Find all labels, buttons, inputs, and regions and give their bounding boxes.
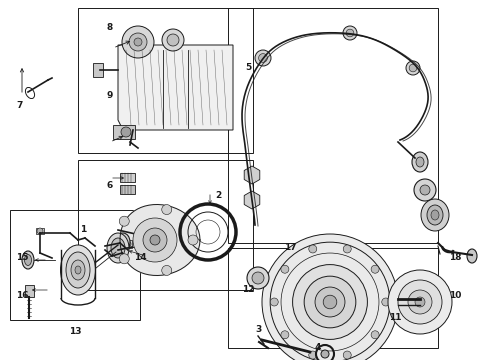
- Ellipse shape: [411, 152, 427, 172]
- Circle shape: [381, 298, 389, 306]
- Ellipse shape: [430, 210, 438, 220]
- Ellipse shape: [22, 251, 34, 269]
- Circle shape: [119, 216, 129, 226]
- Circle shape: [162, 204, 171, 215]
- Circle shape: [408, 64, 416, 72]
- Text: 5: 5: [244, 63, 251, 72]
- Circle shape: [419, 185, 429, 195]
- Circle shape: [370, 265, 378, 273]
- Ellipse shape: [111, 238, 125, 258]
- Text: 6: 6: [107, 180, 113, 189]
- Text: 8: 8: [107, 23, 113, 32]
- Text: 10: 10: [448, 291, 460, 300]
- Circle shape: [133, 218, 177, 262]
- Circle shape: [292, 265, 366, 339]
- Circle shape: [414, 297, 424, 307]
- Circle shape: [308, 245, 316, 253]
- Circle shape: [342, 26, 356, 40]
- Circle shape: [150, 235, 160, 245]
- Text: 11: 11: [388, 314, 401, 323]
- Circle shape: [129, 33, 147, 51]
- Circle shape: [343, 245, 350, 253]
- Text: 18: 18: [448, 253, 460, 262]
- Circle shape: [167, 34, 179, 46]
- Ellipse shape: [75, 266, 81, 274]
- Ellipse shape: [415, 157, 423, 167]
- Bar: [93, 63, 103, 77]
- Bar: [227, 8, 437, 243]
- Circle shape: [162, 29, 183, 51]
- Circle shape: [37, 228, 43, 234]
- Text: 4: 4: [314, 343, 321, 352]
- Bar: [25, 285, 34, 297]
- Circle shape: [387, 270, 451, 334]
- Circle shape: [407, 290, 431, 314]
- Circle shape: [162, 265, 171, 275]
- Bar: [120, 173, 135, 182]
- Bar: [227, 248, 437, 348]
- Ellipse shape: [61, 245, 95, 295]
- Circle shape: [370, 331, 378, 339]
- Ellipse shape: [107, 233, 129, 263]
- Circle shape: [134, 38, 142, 46]
- Circle shape: [413, 179, 435, 201]
- Text: 13: 13: [69, 328, 81, 337]
- Bar: [36, 228, 44, 234]
- Text: 14: 14: [133, 253, 146, 262]
- Bar: [78, 8, 252, 153]
- Text: 15: 15: [16, 253, 28, 262]
- Circle shape: [405, 61, 419, 75]
- Circle shape: [122, 26, 154, 58]
- Circle shape: [187, 235, 198, 245]
- Ellipse shape: [24, 255, 31, 266]
- Text: 9: 9: [106, 90, 113, 99]
- Bar: [120, 185, 135, 194]
- Bar: [10, 210, 140, 320]
- Circle shape: [323, 295, 336, 309]
- Circle shape: [270, 298, 278, 306]
- Ellipse shape: [116, 233, 130, 251]
- Circle shape: [121, 127, 131, 137]
- Ellipse shape: [426, 205, 442, 225]
- Circle shape: [314, 287, 344, 317]
- Text: 2: 2: [214, 190, 221, 199]
- Circle shape: [280, 265, 288, 273]
- Circle shape: [397, 280, 441, 324]
- Circle shape: [320, 350, 328, 358]
- Text: 17: 17: [283, 243, 296, 252]
- Text: 12: 12: [241, 285, 254, 294]
- Text: 1: 1: [80, 225, 86, 234]
- Bar: [124, 240, 132, 248]
- Circle shape: [254, 50, 270, 66]
- Ellipse shape: [71, 260, 85, 280]
- Ellipse shape: [66, 252, 90, 288]
- Text: 16: 16: [16, 291, 28, 300]
- Circle shape: [304, 276, 355, 328]
- Circle shape: [346, 29, 353, 37]
- Circle shape: [142, 228, 167, 252]
- Circle shape: [119, 254, 129, 264]
- Polygon shape: [118, 45, 232, 130]
- Text: 7: 7: [17, 100, 23, 109]
- Circle shape: [251, 272, 264, 284]
- Bar: [78, 160, 252, 290]
- Ellipse shape: [466, 249, 476, 263]
- Circle shape: [246, 267, 268, 289]
- Circle shape: [258, 54, 267, 62]
- Circle shape: [125, 241, 131, 247]
- Ellipse shape: [420, 199, 448, 231]
- Circle shape: [280, 331, 288, 339]
- Circle shape: [308, 351, 316, 359]
- Text: 3: 3: [254, 325, 261, 334]
- Polygon shape: [120, 204, 200, 275]
- Circle shape: [262, 234, 397, 360]
- Bar: [113, 125, 135, 139]
- Circle shape: [343, 351, 350, 359]
